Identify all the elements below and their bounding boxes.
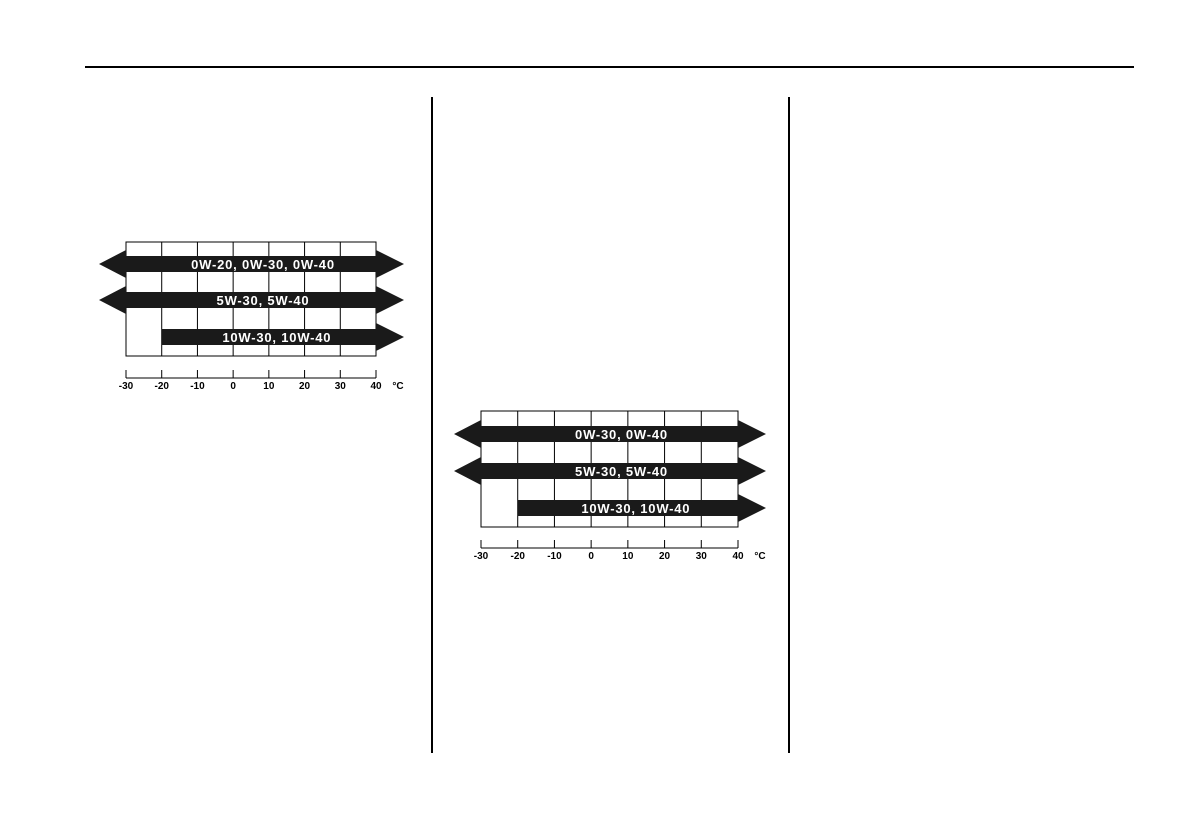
viscosity-grade-label: 5W-30, 5W-40 (217, 293, 310, 308)
tick-label: -30 (474, 551, 489, 562)
tick-label: 10 (263, 381, 275, 392)
tick-label: 40 (370, 381, 382, 392)
viscosity-range-arrow (454, 420, 766, 448)
tick-label: 40 (732, 551, 744, 562)
axis-unit: °C (754, 551, 765, 562)
tick-label: -20 (510, 551, 525, 562)
axis-unit: °C (392, 381, 403, 392)
header-rule (85, 66, 1134, 68)
viscosity-grade-label: 10W-30, 10W-40 (222, 330, 331, 345)
tick-label: -30 (119, 381, 134, 392)
viscosity-range-arrow (99, 250, 404, 278)
tick-label: 30 (696, 551, 708, 562)
tick-label: -10 (547, 551, 562, 562)
column-divider-left (431, 97, 433, 753)
viscosity-range-arrow (161, 323, 404, 351)
tick-label: -10 (190, 381, 205, 392)
viscosity-grade-label: 5W-30, 5W-40 (575, 464, 668, 479)
tick-label: 10 (622, 551, 634, 562)
viscosity-range-arrow (99, 286, 404, 314)
tick-label: 20 (659, 551, 671, 562)
tick-label: 0 (230, 381, 236, 392)
column-divider-right (788, 97, 790, 753)
tick-label: 30 (335, 381, 347, 392)
tick-label: 20 (299, 381, 311, 392)
tick-label: -20 (154, 381, 169, 392)
viscosity-grade-label: 10W-30, 10W-40 (581, 501, 690, 516)
viscosity-range-arrow (517, 494, 766, 522)
viscosity-grade-label: 0W-20, 0W-30, 0W-40 (191, 257, 335, 272)
viscosity-grade-label: 0W-30, 0W-40 (575, 427, 668, 442)
tick-label: 0 (588, 551, 594, 562)
viscosity-range-arrow (454, 457, 766, 485)
